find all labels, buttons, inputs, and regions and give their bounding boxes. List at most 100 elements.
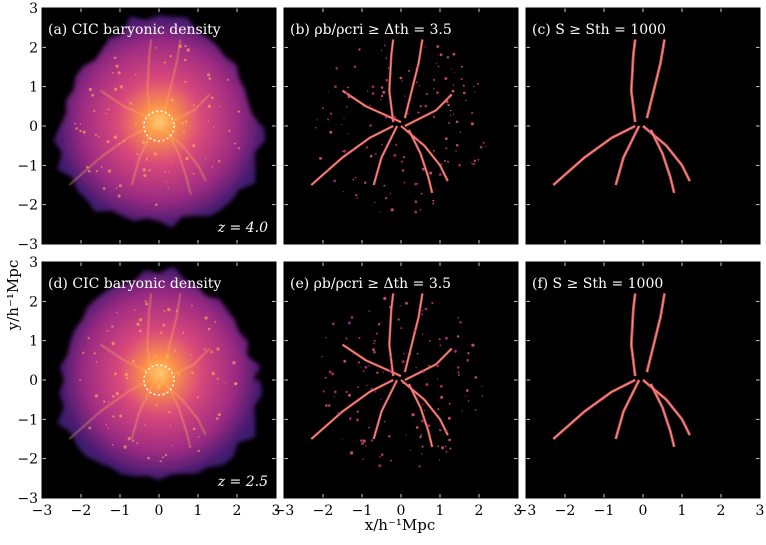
redshift-label: z = 4.0 [217, 220, 268, 236]
panel-label: (c) S ≥ Sth = 1000 [532, 22, 666, 38]
density-clump [143, 369, 146, 372]
dense-fragment [440, 163, 443, 166]
dense-fragment [368, 310, 371, 312]
dense-fragment [403, 181, 406, 184]
filament-core [404, 94, 453, 127]
dense-fragment [470, 122, 474, 126]
dense-fragment [445, 147, 448, 150]
dense-fragment [439, 429, 442, 432]
dense-fragment [400, 160, 404, 163]
dense-fragment [383, 184, 386, 187]
dense-fragment [369, 104, 371, 107]
dense-fragment [362, 106, 364, 108]
density-clump [237, 110, 240, 113]
y-tick-label: −2 [17, 198, 38, 214]
dense-fragment [368, 426, 371, 429]
density-clump [103, 400, 106, 403]
dense-fragment [426, 424, 430, 428]
dense-fragment [373, 342, 376, 345]
dense-fragment [447, 103, 450, 107]
x-tick-label: 3 [514, 503, 523, 519]
filament-core [646, 39, 665, 119]
filament-core [630, 39, 636, 123]
density-clump [184, 80, 187, 83]
dense-fragment [401, 169, 405, 172]
x-tick-label: 3 [272, 503, 281, 519]
density-clump [169, 425, 171, 427]
density-clump [191, 371, 194, 375]
dense-fragment [444, 77, 448, 80]
density-clump [184, 45, 187, 48]
density-clump [107, 108, 110, 111]
density-clump [181, 121, 184, 125]
dense-fragment [421, 313, 424, 316]
dense-fragment [453, 113, 455, 115]
density-clump [197, 436, 200, 438]
dense-fragment [401, 360, 405, 364]
density-clump [157, 371, 161, 376]
density-clump [155, 359, 159, 362]
dense-fragment [445, 336, 448, 340]
dense-fragment [402, 156, 405, 159]
density-clump [88, 169, 91, 173]
density-filament [166, 129, 191, 194]
dense-fragment [432, 202, 435, 205]
x-tick-label: 1 [194, 503, 203, 519]
density-clump [91, 93, 95, 97]
dense-fragment [429, 339, 431, 342]
dense-fragment [431, 302, 434, 305]
dense-fragment [359, 366, 361, 368]
y-tick-label: −2 [17, 452, 38, 468]
density-clump [207, 73, 211, 77]
density-clump [136, 322, 140, 326]
density-clump [94, 394, 99, 398]
dense-fragment [443, 159, 447, 163]
dense-fragment [474, 376, 478, 379]
density-clump [107, 427, 109, 429]
halo-density-field [53, 15, 266, 228]
dense-fragment [349, 417, 352, 421]
density-clump [105, 424, 108, 426]
dense-fragment [452, 84, 454, 86]
panel-label: (f) S ≥ Sth = 1000 [532, 276, 663, 292]
x-tick-label: −2 [71, 503, 92, 519]
dense-fragment [346, 106, 348, 108]
filament-core [615, 379, 640, 440]
x-tick-label: −3 [32, 503, 53, 519]
dense-fragment [414, 182, 417, 186]
dense-fragment [456, 335, 460, 338]
dense-fragment [358, 49, 360, 51]
dense-fragment [421, 333, 424, 335]
density-clump [118, 184, 122, 188]
density-clump [167, 186, 169, 189]
density-clump [156, 100, 159, 102]
dense-fragment [381, 143, 383, 146]
density-clump [184, 58, 187, 62]
dense-fragment [319, 156, 322, 160]
filament-core [311, 379, 394, 440]
density-clump [74, 122, 76, 125]
panel-image [552, 39, 692, 194]
dense-fragment [419, 209, 422, 211]
y-tick-label: 1 [29, 334, 38, 350]
dense-fragment [369, 154, 373, 158]
density-clump [156, 121, 159, 124]
density-clump [95, 361, 98, 363]
dense-fragment [420, 419, 424, 423]
dense-fragment [399, 76, 403, 80]
density-clump [123, 445, 127, 449]
density-clump [136, 153, 139, 155]
density-clump [82, 351, 85, 354]
filament-core [311, 125, 394, 186]
dense-fragment [415, 366, 417, 369]
dense-fragment [473, 159, 477, 162]
density-clump [145, 141, 148, 144]
dense-fragment [479, 145, 483, 149]
x-tick-label: −1 [110, 503, 131, 519]
filament-core [553, 379, 636, 440]
density-clump [233, 142, 236, 145]
dense-fragment [409, 353, 412, 356]
dense-fragment [384, 115, 388, 119]
dense-fragment [384, 44, 386, 47]
dense-fragment [328, 91, 330, 93]
